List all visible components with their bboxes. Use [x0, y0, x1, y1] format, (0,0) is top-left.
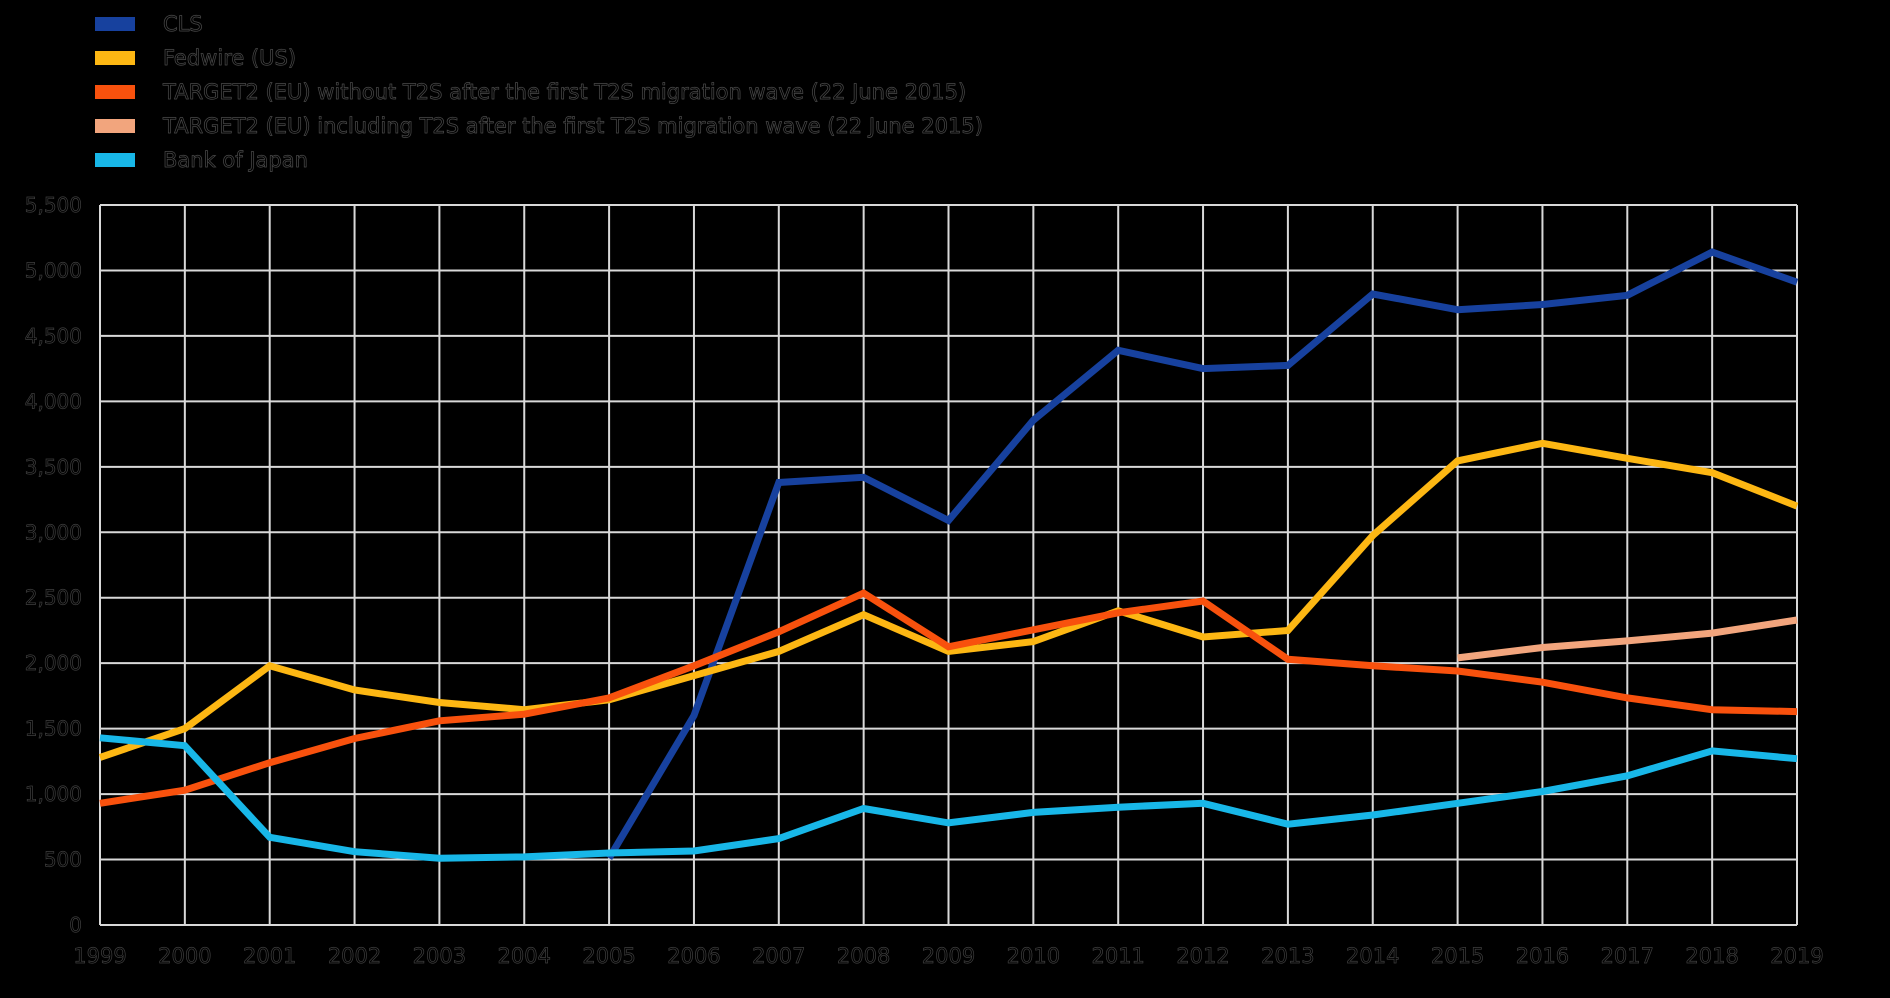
x-tick-label: 2019: [1770, 944, 1823, 968]
x-tick-label: 2004: [498, 944, 551, 968]
x-tick-label: 2015: [1431, 944, 1484, 968]
legend-label-cls: CLS: [163, 12, 203, 37]
y-tick-label: 500: [44, 848, 82, 872]
legend-label-fedwire-us: Fedwire (US): [163, 46, 297, 71]
x-tick-label: 2009: [922, 944, 975, 968]
series-line-target2-eu-including-t2s: [1457, 616, 1798, 662]
y-tick-label: 3,000: [25, 520, 82, 544]
y-tick-label: 1,000: [25, 782, 82, 806]
x-tick-label: 2014: [1346, 944, 1399, 968]
x-tick-label: 2016: [1516, 944, 1569, 968]
x-tick-label: 2001: [243, 944, 296, 968]
series-line-target2-eu-without-t2s: [99, 589, 1798, 807]
x-tick-label: 2017: [1601, 944, 1654, 968]
legend-item-cls: CLS: [95, 7, 983, 41]
y-tick-label: 4,500: [25, 324, 82, 348]
y-tick-label: 5,500: [25, 193, 82, 217]
x-tick-label: 2011: [1091, 944, 1144, 968]
series-line-bank-of-japan: [99, 734, 1798, 862]
legend-label-bank-of-japan: Bank of Japan: [163, 148, 309, 173]
x-tick-label: 2005: [582, 944, 635, 968]
legend-swatch-bank-of-japan: [95, 153, 135, 167]
series-layer: [98, 248, 1799, 862]
y-tick-label: 0: [69, 913, 82, 937]
legend-swatch-cls: [95, 17, 135, 31]
x-tick-label: 2006: [667, 944, 720, 968]
y-tick-label: 5,000: [25, 258, 82, 282]
legend-item-fedwire-us: Fedwire (US): [95, 41, 983, 75]
legend-swatch-target2-eu-without-t2s: [95, 85, 135, 99]
x-tick-label: 2018: [1685, 944, 1738, 968]
series-line-fedwire-us: [98, 439, 1799, 761]
y-tick-label: 2,500: [25, 586, 82, 610]
y-tick-label: 1,500: [25, 717, 82, 741]
legend-label-target2-eu-including-t2s: TARGET2 (EU) including T2S after the fir…: [163, 114, 984, 139]
series-line-cls: [606, 248, 1799, 860]
x-tick-label: 2000: [158, 944, 211, 968]
x-tick-label: 2003: [413, 944, 466, 968]
x-tick-label: 2002: [328, 944, 381, 968]
x-tick-label: 2007: [752, 944, 805, 968]
y-tick-label: 3,500: [25, 455, 82, 479]
legend-label-target2-eu-without-t2s: TARGET2 (EU) without T2S after the first…: [163, 80, 967, 105]
x-tick-label: 2010: [1007, 944, 1060, 968]
x-tick-label: 1999: [73, 944, 126, 968]
legend: CLS Fedwire (US) TARGET2 (EU) without T2S …: [95, 7, 983, 177]
x-tick-label: 2012: [1176, 944, 1229, 968]
grid-layer: [99, 204, 1798, 926]
legend-swatch-target2-eu-including-t2s: [95, 119, 135, 133]
y-tick-label: 4,000: [25, 389, 82, 413]
legend-item-target2-eu-without-t2s: TARGET2 (EU) without T2S after the first…: [95, 75, 983, 109]
x-tick-label: 2008: [837, 944, 890, 968]
legend-item-bank-of-japan: Bank of Japan: [95, 143, 983, 177]
y-tick-label: 2,000: [25, 651, 82, 675]
legend-item-target2-eu-including-t2s: TARGET2 (EU) including T2S after the fir…: [95, 109, 983, 143]
legend-swatch-fedwire-us: [95, 51, 135, 65]
axis-labels-layer: 0 500 1,000 1,500 2,000 2,500 3,000 3,500 4,000 4…: [24, 193, 1824, 969]
x-tick-label: 2013: [1261, 944, 1314, 968]
